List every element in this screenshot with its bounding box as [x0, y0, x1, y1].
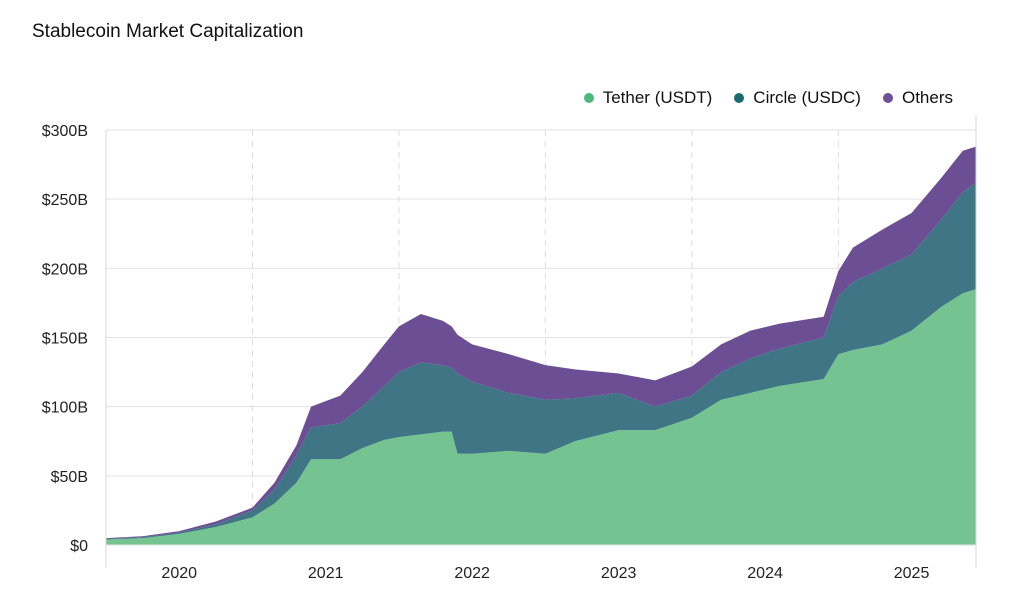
x-tick-label: 2021 [308, 565, 344, 582]
y-tick-label: $250B [42, 192, 88, 209]
legend-item-circle: Circle (USDC) [734, 88, 861, 108]
legend-dot-circle [734, 93, 745, 103]
area-tether [106, 289, 976, 545]
area-others [106, 146, 976, 539]
legend-label-others: Others [901, 88, 953, 107]
legend-label-tether: Tether (USDT) [602, 88, 713, 107]
y-tick-label: $100B [42, 400, 88, 417]
legend: Tether (USDT) Circle (USDC) Others [583, 88, 953, 108]
legend-item-others: Others [882, 88, 953, 108]
x-tick-label: 2025 [894, 565, 930, 582]
y-tick-label: $50B [51, 469, 88, 486]
y-tick-label: $150B [42, 331, 88, 348]
x-tick-label: 2024 [747, 565, 783, 582]
x-tick-label: 2023 [601, 565, 637, 582]
legend-item-tether: Tether (USDT) [583, 88, 713, 108]
x-tick-label: 2020 [161, 565, 197, 582]
legend-dot-tether [583, 93, 594, 103]
legend-dot-others [882, 93, 893, 103]
area-circle [106, 182, 976, 540]
y-tick-label: $300B [42, 123, 88, 140]
x-tick-label: 2022 [454, 565, 490, 582]
chart-title: Stablecoin Market Capitalization [32, 21, 304, 42]
y-tick-label: $0 [70, 538, 88, 555]
legend-label-circle: Circle (USDC) [753, 88, 861, 107]
y-tick-label: $200B [42, 261, 88, 278]
